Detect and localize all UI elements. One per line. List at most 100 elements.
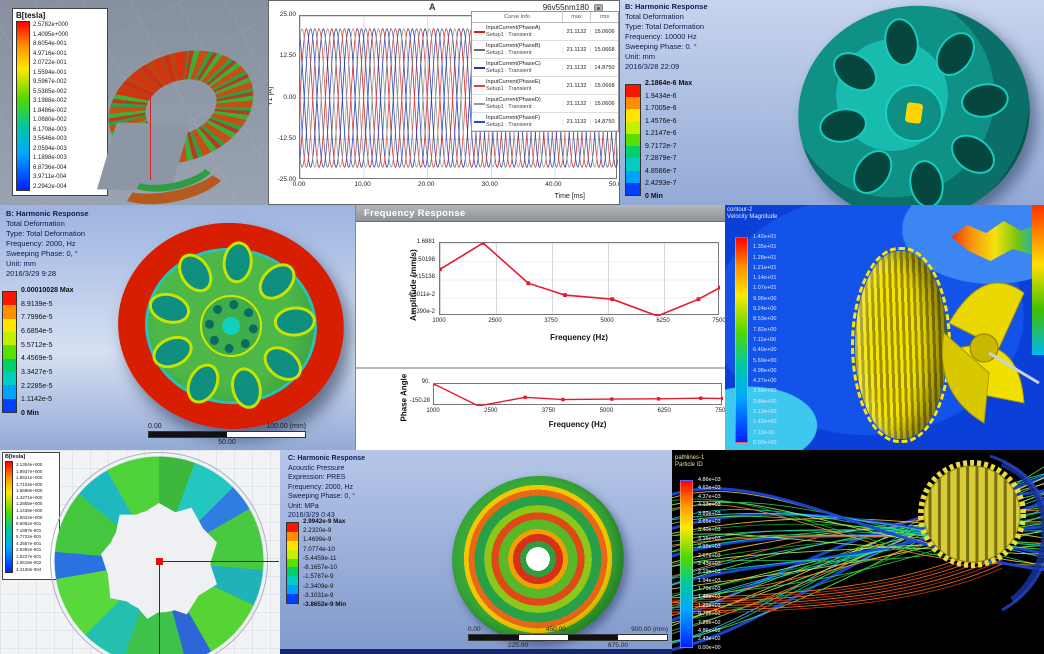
- list-value: Expression: PRES: [288, 474, 346, 481]
- list-value: 7.82e+00: [753, 326, 777, 333]
- list-value: 3.3427e-5: [21, 368, 53, 376]
- list-value: 1.9434e-6: [645, 92, 677, 100]
- data-point-marker: [563, 293, 567, 297]
- curve-rms-value: 14.8750: [590, 118, 618, 125]
- list-value: 9.96e+00: [753, 295, 777, 302]
- list-value: 2.43e+02: [698, 636, 721, 643]
- hub-bolt: [247, 323, 258, 334]
- panel-pathlines: pathlines-1 Particle ID 4.86e+03 4.62e+03 4…: [672, 450, 1044, 654]
- legend-band: [3, 305, 16, 319]
- hub-bolt: [204, 318, 215, 329]
- legend-band: [626, 133, 640, 147]
- list-value: 8.53e+00: [753, 316, 777, 323]
- legend-band: [287, 594, 298, 604]
- scale-mid-label: 50.00: [218, 439, 236, 446]
- list-value: Total Deformation: [625, 12, 684, 21]
- legend-band: [287, 540, 298, 550]
- flywheel-3d-model: [781, 0, 1044, 205]
- data-point-marker: [610, 297, 615, 302]
- legend-values: 2.9942e-9 Max 2.2320e-9 1.4699e-9 7.0774e-1…: [303, 518, 346, 608]
- deformation-legend: 0.00010028 Max 8.9139e-5 7.7996e-5 6.6854e-…: [2, 287, 74, 421]
- list-value: -2.3409e-9: [303, 582, 334, 590]
- legend-band: [3, 331, 16, 346]
- list-value: 0 Min: [645, 192, 663, 200]
- list-value: 20.00: [418, 181, 435, 188]
- list-value: 5000: [600, 318, 614, 324]
- curve-name: InputCurrent(PhaseD) Setup1 : Transient: [486, 97, 541, 110]
- curve-name: InputCurrent(PhaseE) Setup1 : Transient: [486, 79, 541, 92]
- curve-info-row: InputCurrent(PhaseA) Setup1 : Transient …: [472, 23, 618, 41]
- list-value: -12.50: [277, 134, 296, 142]
- list-value: 2.0594e-003: [33, 145, 67, 152]
- list-value: 1.94e+03: [698, 577, 721, 584]
- legend-band: [287, 558, 298, 568]
- list-value: 3.4150e-004: [16, 567, 42, 572]
- phase-x-ticks: 1000 2500 3750 5000 6250 7500: [420, 408, 725, 414]
- legend-band: [287, 531, 298, 541]
- panel-frequency-response-window: Frequency Response Amplitude (mm/s) 1.68…: [355, 205, 725, 450]
- deformation-legend: 2.1864e-6 Max 1.9434e-6 1.7005e-6 1.4576e-6…: [625, 80, 692, 204]
- list-value: Frequency: 2000, Hz: [288, 483, 353, 491]
- amplitude-y-ticks: 1.6881 0.50198 0.15138 4.6011e-2 1.390e-2: [400, 239, 435, 315]
- legend-values: 0.00010028 Max 8.9139e-5 7.7996e-5 6.6854e-…: [21, 287, 74, 417]
- list-value: Sweeping Phase: 0. °: [625, 42, 697, 51]
- list-value: Type: Total Deformation: [625, 22, 705, 31]
- list-value: 2.13e+00: [753, 409, 777, 416]
- frequency-axis-label: Frequency (Hz): [550, 333, 608, 342]
- list-value: 6250: [657, 408, 671, 414]
- window-title-bar[interactable]: Frequency Response: [356, 205, 725, 222]
- axis-line: [150, 92, 151, 180]
- list-value: 5.7722e-001: [16, 534, 42, 540]
- curve-swatch: [472, 48, 486, 51]
- data-point-marker: [721, 396, 725, 401]
- panel-acoustic-pressure: C: Harmonic Response Acoustic Pressure Exp…: [280, 450, 672, 654]
- curve-rms-value: 14.8750: [590, 64, 618, 71]
- curve-rms-value: 15.0606: [590, 100, 618, 107]
- list-value: 10.00: [354, 181, 371, 188]
- data-point-marker: [432, 382, 436, 386]
- contour-edge-strip: [1032, 205, 1044, 355]
- curve-max-value: 21.1132: [562, 28, 590, 35]
- list-value: 225.00: [508, 642, 528, 649]
- curve-max-value: 21.1132: [562, 100, 590, 107]
- model-scale-bar: 0.00 100.00 (mm) 50.00: [148, 423, 306, 446]
- list-value: 1.4699e-9: [303, 536, 332, 544]
- crosshair-vertical: [159, 561, 160, 654]
- list-value: 2.5782e+000: [33, 22, 69, 28]
- phase-axis-label: Phase Angle: [399, 373, 409, 422]
- amplitude-x-ticks: 1000 2500 3750 5000 6250 7500: [426, 318, 725, 324]
- legend-band: [626, 182, 640, 195]
- curve-max-value: 21.1132: [562, 82, 590, 89]
- list-value: -1.5787e-9: [303, 573, 334, 581]
- list-value: 0.00: [468, 626, 481, 633]
- list-value: 7.2879e-7: [645, 155, 677, 163]
- legend-band: [3, 345, 16, 359]
- list-value: 1.5594e-001: [33, 69, 67, 76]
- list-value: 4.86e+02: [698, 628, 721, 635]
- list-value: 4.8586e-7: [645, 167, 677, 175]
- scale-bar-graphic: [148, 431, 306, 438]
- gear-3d-model: [851, 247, 951, 443]
- sine-curve: [300, 28, 618, 168]
- color-scale-bar: [286, 522, 299, 604]
- legend-values: 4.86e+03 4.62e+03 4.37e+03 4.13e+03 3.89e+03…: [698, 477, 721, 651]
- curve-name: InputCurrent(PhaseA) Setup1 : Transient: [486, 25, 541, 38]
- legend-values: 2.1354e+000 1.9937e+000 1.8521e+000 1.7104e…: [16, 461, 57, 573]
- list-value: 2.1354e+000: [16, 462, 43, 467]
- data-point-marker: [476, 404, 481, 408]
- hub-bolt: [223, 342, 234, 353]
- list-value: 1.5688e+000: [16, 488, 43, 494]
- data-point-marker: [718, 285, 722, 290]
- phase-ytick-min: -150.28: [409, 398, 430, 404]
- list-value: 0 Min: [21, 409, 39, 417]
- list-value: 0.00e+00: [698, 644, 721, 651]
- curve-name: InputCurrent(PhaseB) Setup1 : Transient: [486, 43, 541, 56]
- phase-curve: [433, 383, 724, 407]
- legend-band: [626, 170, 640, 183]
- streamline-red: [672, 563, 1003, 613]
- curve-info-row: InputCurrent(PhaseD) Setup1 : Transient …: [472, 95, 618, 113]
- color-scale-bar: [5, 461, 13, 573]
- list-value: 2.9942e-9 Max: [303, 518, 346, 525]
- list-value: 4.27e+00: [753, 378, 777, 385]
